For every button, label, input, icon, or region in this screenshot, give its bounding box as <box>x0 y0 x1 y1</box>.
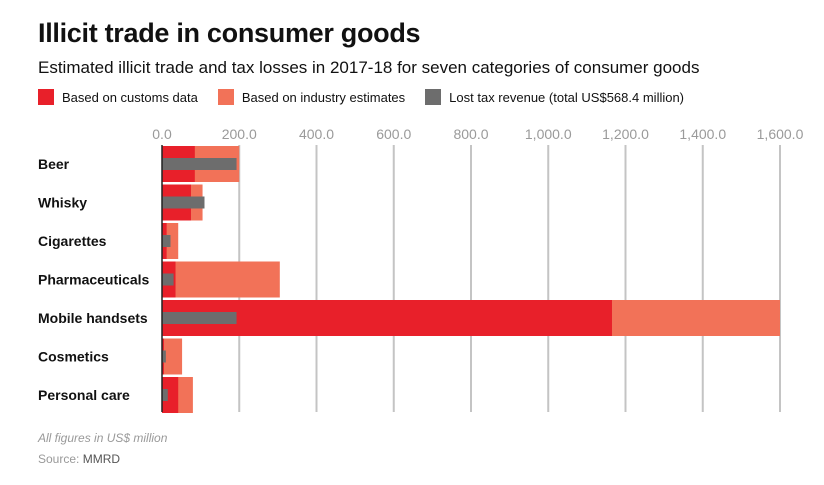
category-labels: Beer Whisky Cigarettes Pharmaceuticals Mobil… <box>38 156 149 403</box>
legend: Based on customs data Based on industry … <box>38 87 704 107</box>
bar-industry-pharmaceuticals <box>162 261 280 298</box>
x-tick-label: 200.0 <box>222 126 257 142</box>
legend-item-customs: Based on customs data <box>38 89 198 105</box>
category-label-personal-care: Personal care <box>38 387 130 403</box>
legend-swatch-industry <box>217 89 234 105</box>
bar-tax-cosmetics <box>162 350 166 363</box>
bar-tax-cigarettes <box>162 235 171 247</box>
bar-tax-whisky <box>162 196 205 209</box>
x-tick-labels: 0.0 200.0 400.0 600.0 800.0 1,000.0 1,200.0 1,4… <box>152 126 803 142</box>
legend-label-tax: Lost tax revenue (total US$568.4 million… <box>449 89 685 105</box>
bar-tax-mobile-handsets <box>162 312 237 324</box>
category-label-pharmaceuticals: Pharmaceuticals <box>38 272 149 288</box>
chart-subtitle: Estimated illicit trade and tax losses i… <box>38 58 700 77</box>
x-tick-label: 800.0 <box>453 126 488 142</box>
legend-item-industry: Based on industry estimates <box>217 89 406 105</box>
source-line: Source: MMRD <box>38 452 120 466</box>
legend-swatch-tax <box>425 89 442 105</box>
legend-item-tax: Lost tax revenue (total US$568.4 million… <box>425 89 684 105</box>
x-tick-label: 600.0 <box>376 126 411 142</box>
bar-tax-beer <box>162 158 237 170</box>
bar-customs-personal-care <box>162 377 179 413</box>
footnote: All figures in US$ million <box>38 431 168 445</box>
category-label-whisky: Whisky <box>38 195 87 211</box>
x-tick-label: 1,000.0 <box>525 126 572 142</box>
x-tick-label: 400.0 <box>299 126 334 142</box>
x-tick-label: 1,200.0 <box>602 126 649 142</box>
legend-label-customs: Based on customs data <box>62 89 198 105</box>
source-value: MMRD <box>82 452 121 466</box>
bars <box>162 146 780 413</box>
x-tick-label: 1,600.0 <box>757 126 804 142</box>
x-tick-label: 0.0 <box>152 126 172 142</box>
chart-title: Illicit trade in consumer goods <box>38 18 421 48</box>
category-label-beer: Beer <box>38 156 70 172</box>
category-label-mobile-handsets: Mobile handsets <box>38 310 148 326</box>
source-label: Source: <box>38 452 80 466</box>
bar-tax-pharmaceuticals <box>162 273 174 286</box>
bar-industry-cosmetics <box>162 338 183 375</box>
grid-lines <box>238 145 781 412</box>
bar-customs-mobile-handsets <box>162 300 612 336</box>
legend-label-industry: Based on industry estimates <box>241 89 406 105</box>
legend-swatch-customs <box>38 89 54 105</box>
category-label-cigarettes: Cigarettes <box>38 233 107 249</box>
x-tick-label: 1,400.0 <box>679 126 726 142</box>
bar-tax-personal-care <box>162 389 168 401</box>
category-label-cosmetics: Cosmetics <box>38 349 109 365</box>
